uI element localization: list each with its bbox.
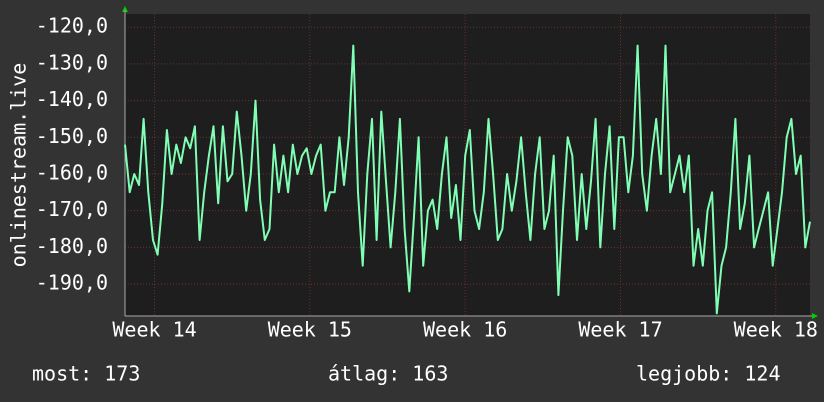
y-tick-label: -130,0: [36, 50, 108, 74]
axis-arrow: [812, 313, 818, 319]
y-axis-label: onlinestream.live: [7, 63, 31, 268]
plot-area: [125, 14, 810, 316]
y-tick-label: -150,0: [36, 124, 108, 148]
x-tick-label: Week 18: [734, 318, 818, 342]
x-tick-label: Week 16: [423, 318, 507, 342]
y-tick-label: -190,0: [36, 271, 108, 295]
y-tick-label: -140,0: [36, 87, 108, 111]
y-tick-label: -160,0: [36, 160, 108, 184]
y-tick-label: -170,0: [36, 197, 108, 221]
y-tick-label: -120,0: [36, 14, 108, 38]
x-tick-label: Week 15: [268, 318, 352, 342]
x-tick-label: Week 14: [112, 318, 196, 342]
x-tick-label: Week 17: [578, 318, 662, 342]
axis-arrow: [122, 6, 128, 12]
stat-current: most: 173: [32, 362, 140, 386]
y-tick-label: -180,0: [36, 234, 108, 258]
stat-best: legjobb: 124: [636, 362, 781, 386]
stat-average: átlag: 163: [328, 362, 448, 386]
data-line: [124, 44, 811, 315]
